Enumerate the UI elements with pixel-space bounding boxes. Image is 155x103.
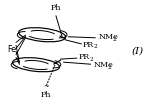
Text: PR: PR (78, 53, 90, 61)
Text: 2: 2 (94, 44, 98, 49)
Text: NMe: NMe (94, 61, 113, 69)
Text: 2: 2 (89, 57, 93, 62)
Text: ~: ~ (43, 84, 49, 92)
Text: Fe: Fe (7, 46, 16, 54)
Text: Ph: Ph (41, 91, 51, 99)
Text: PR: PR (83, 41, 94, 49)
Text: NMe: NMe (98, 33, 118, 41)
Text: Ph: Ph (51, 4, 61, 12)
Text: 2: 2 (108, 65, 112, 70)
Text: (I): (I) (131, 47, 144, 56)
Text: 2: 2 (113, 37, 116, 42)
